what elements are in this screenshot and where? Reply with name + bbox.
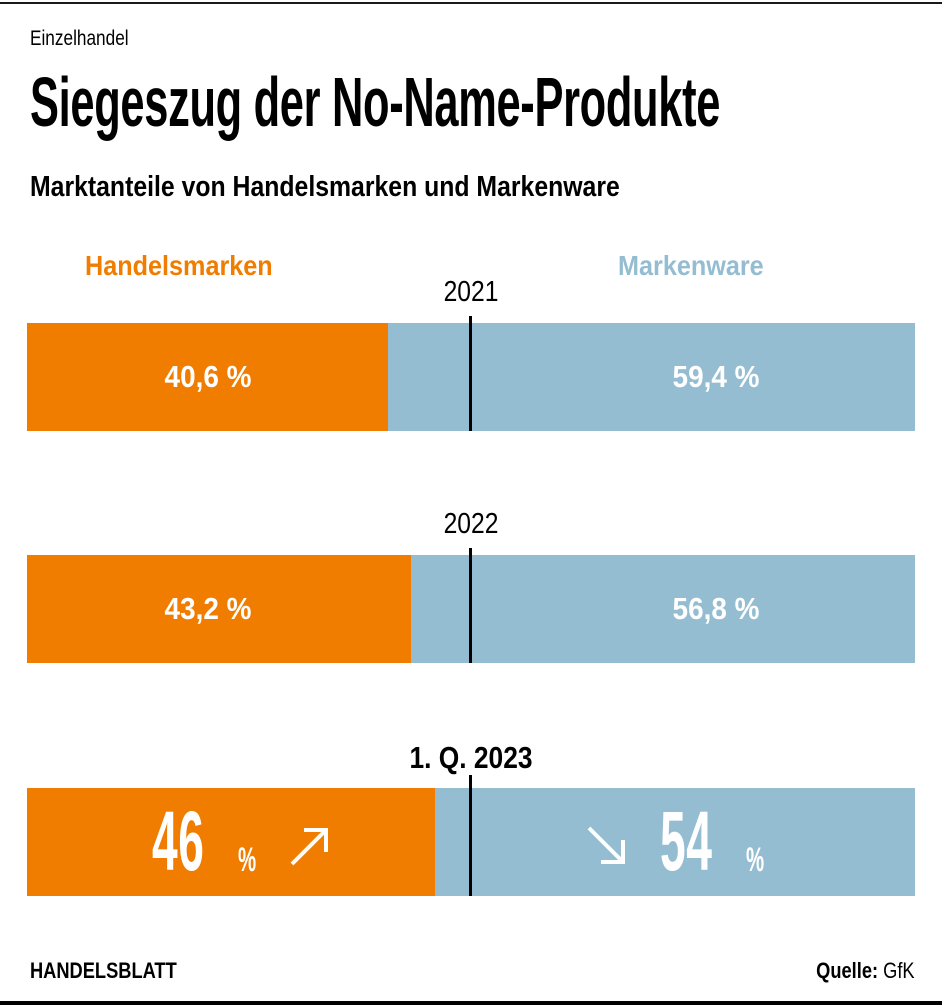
bottom-rule bbox=[0, 1001, 942, 1005]
legend-handelsmarken: Handelsmarken bbox=[85, 250, 273, 281]
legend-markenware: Markenware bbox=[618, 250, 764, 281]
source-name: GfK bbox=[883, 958, 915, 983]
reference-line-50 bbox=[469, 548, 472, 663]
period-label: 2021 bbox=[443, 276, 499, 308]
arrow-up-right-icon bbox=[290, 828, 328, 866]
big-value-handelsmarken: 46 bbox=[152, 794, 205, 888]
source-note: Quelle: GfK bbox=[817, 958, 915, 984]
chart-subtitle: Marktanteile von Handelsmarken und Marke… bbox=[30, 171, 620, 203]
reference-line-50 bbox=[469, 775, 472, 896]
bar-segment-handelsmarken bbox=[27, 323, 388, 431]
arrow-down-right-icon bbox=[587, 826, 625, 864]
bar-segment-handelsmarken bbox=[27, 555, 411, 663]
period-label: 1. Q. 2023 bbox=[409, 740, 533, 775]
chart-title: Siegeszug der No-Name-Produkte bbox=[30, 63, 721, 141]
reference-line-50 bbox=[469, 316, 472, 431]
big-value-markenware: 54 bbox=[660, 794, 713, 888]
big-unit-markenware: % bbox=[746, 841, 765, 879]
top-rule bbox=[0, 2, 942, 4]
kicker: Einzelhandel bbox=[30, 27, 129, 50]
value-label-handelsmarken: 40,6 % bbox=[164, 359, 252, 394]
big-unit-handelsmarken: % bbox=[238, 841, 257, 879]
bar-segment-handelsmarken bbox=[27, 788, 436, 896]
period-label: 2022 bbox=[443, 508, 499, 540]
value-label-markenware: 56,8 % bbox=[672, 591, 760, 626]
value-label-handelsmarken: 43,2 % bbox=[164, 591, 252, 626]
value-label-markenware: 59,4 % bbox=[672, 359, 760, 394]
source-label: Quelle: bbox=[816, 958, 879, 983]
brand-logo: HANDELSBLATT bbox=[30, 958, 177, 983]
